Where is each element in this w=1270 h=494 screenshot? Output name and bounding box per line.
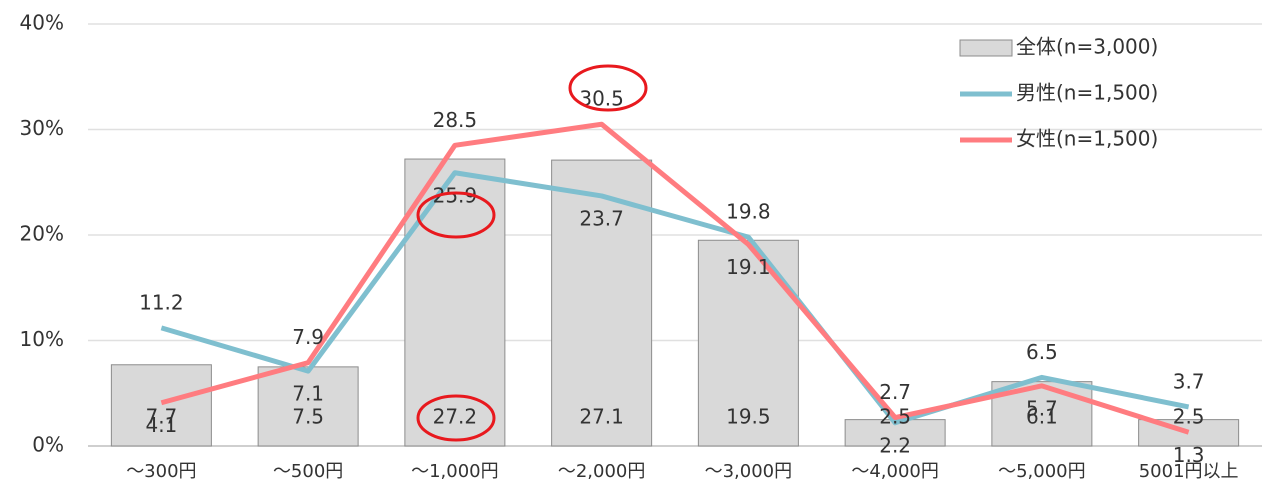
bar-value-label: 2.5 — [879, 405, 911, 429]
line-value-label: 6.5 — [1026, 340, 1058, 364]
bar-value-label: 7.5 — [292, 405, 324, 429]
y-tick-label: 10% — [20, 327, 64, 351]
line-value-label: 4.1 — [145, 413, 177, 437]
line-value-label: 7.9 — [292, 325, 324, 349]
line-value-label: 11.2 — [139, 290, 184, 314]
x-tick-label: 5001円以上 — [1139, 461, 1239, 482]
x-tick-label: ～500円 — [273, 461, 343, 482]
highlight-circle — [416, 191, 496, 239]
y-tick-label: 30% — [20, 116, 64, 140]
line-series — [160, 121, 1190, 435]
y-tick-label: 20% — [20, 222, 64, 246]
mark-layer — [110, 121, 1240, 447]
line-value-label: 3.7 — [1173, 369, 1205, 393]
x-tick-label: ～300円 — [126, 461, 196, 482]
bar — [551, 159, 653, 447]
x-tick-label: ～5,000円 — [998, 461, 1086, 482]
legend-swatch — [959, 39, 1013, 57]
x-tick-label: ～1,000円 — [411, 461, 499, 482]
bar-value-label: 19.5 — [726, 405, 771, 429]
bar — [257, 366, 359, 447]
bar-value-label: 2.5 — [1173, 405, 1205, 429]
y-tick-label: 0% — [32, 433, 64, 457]
x-tick-label: ～4,000円 — [851, 461, 939, 482]
legend-label: 全体(n=3,000) — [1016, 35, 1158, 59]
bar — [110, 364, 212, 447]
line-value-label: 19.1 — [726, 255, 771, 279]
label-layer: 0% 10% 20% 30% 40% ～300円 ～500円 ～1,000円 ～2,000円 ～3… — [20, 11, 1239, 483]
legend-label: 男性(n=1,500) — [1016, 81, 1158, 105]
x-tick-label: ～3,000円 — [705, 461, 793, 482]
bar-value-label: 27.1 — [579, 405, 624, 429]
line-value-label: 19.8 — [726, 200, 771, 224]
line-value-label: 23.7 — [579, 206, 624, 230]
line-value-label: 28.5 — [433, 108, 478, 132]
x-tick-label: ～2,000円 — [558, 461, 646, 482]
line-value-label: 7.1 — [292, 382, 324, 406]
line-value-label: 5.7 — [1026, 396, 1058, 420]
line-value-label: 2.7 — [879, 380, 911, 404]
line-series — [160, 170, 1190, 426]
bar-value-label: 7.7 — [145, 405, 177, 429]
legend-label: 女性(n=1,500) — [1016, 127, 1158, 151]
line-value-label: 2.2 — [879, 433, 911, 457]
highlight-circle — [568, 64, 648, 112]
highlight-circle — [416, 394, 496, 442]
y-tick-label: 40% — [20, 11, 64, 35]
bar-value-label: 27.2 — [433, 405, 478, 429]
bar-value-label: 6.1 — [1026, 405, 1058, 429]
line-value-label: 1.3 — [1173, 443, 1205, 467]
